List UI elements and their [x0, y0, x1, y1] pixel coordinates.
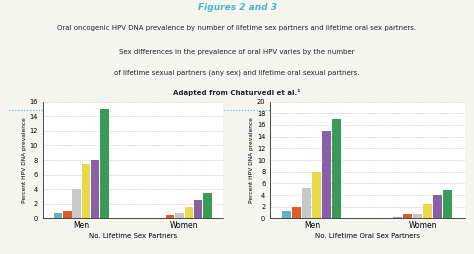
Bar [282, 211, 291, 218]
Text: Sex differences in the prevalence of oral HPV varies by the number: Sex differences in the prevalence of ora… [119, 49, 355, 55]
Bar [100, 109, 109, 218]
Bar [322, 131, 331, 218]
Bar [175, 213, 184, 218]
Text: of lifetime sexual partners (any sex) and lifetime oral sexual partners.: of lifetime sexual partners (any sex) an… [114, 69, 360, 76]
Bar [185, 208, 193, 218]
Text: Adapted from Chaturvedi et al.¹: Adapted from Chaturvedi et al.¹ [173, 89, 301, 97]
X-axis label: No. Lifetime Oral Sex Partners: No. Lifetime Oral Sex Partners [315, 233, 420, 239]
Y-axis label: Percent HPV DNA prevalence: Percent HPV DNA prevalence [22, 117, 27, 203]
Bar [433, 195, 442, 218]
Bar [302, 188, 311, 218]
Bar [63, 211, 72, 218]
Bar [203, 193, 211, 218]
Bar [292, 207, 301, 218]
Bar [166, 215, 174, 218]
Text: Oral oncogenic HPV DNA prevalence by number of lifetime sex partners and lifetim: Oral oncogenic HPV DNA prevalence by num… [57, 25, 417, 31]
Bar [393, 217, 402, 218]
Bar [91, 160, 100, 218]
Bar [82, 164, 90, 218]
Y-axis label: Percent HPV DNA prevalence: Percent HPV DNA prevalence [249, 117, 254, 203]
Text: Figures 2 and 3: Figures 2 and 3 [198, 3, 276, 12]
Bar [312, 172, 321, 218]
Bar [194, 200, 202, 218]
Bar [413, 214, 422, 218]
Bar [73, 189, 81, 218]
X-axis label: No. Lifetime Sex Partners: No. Lifetime Sex Partners [89, 233, 177, 239]
Bar [54, 213, 62, 218]
Bar [444, 190, 453, 218]
Bar [332, 119, 341, 218]
Bar [403, 214, 412, 218]
Bar [423, 204, 432, 218]
